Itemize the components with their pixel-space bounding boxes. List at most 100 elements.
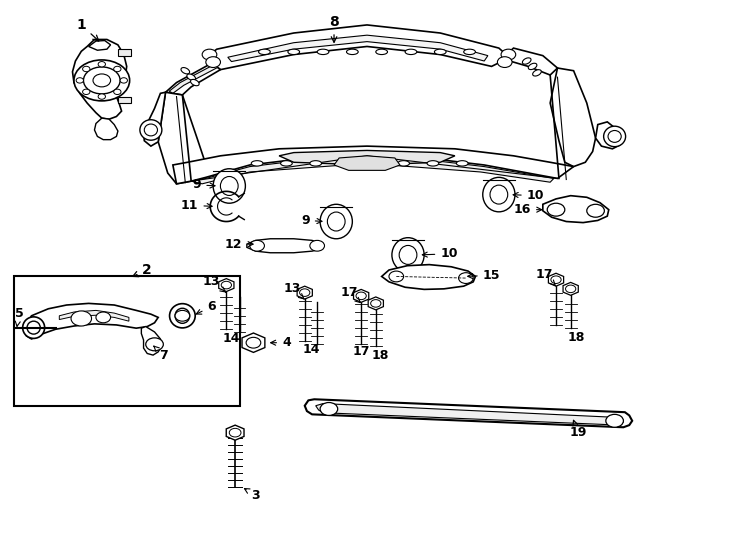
Text: 16: 16 — [514, 203, 542, 216]
Circle shape — [299, 289, 310, 296]
Ellipse shape — [398, 161, 410, 166]
Ellipse shape — [213, 168, 245, 203]
Polygon shape — [368, 297, 383, 310]
Ellipse shape — [251, 161, 263, 166]
Text: 3: 3 — [244, 489, 260, 502]
Text: 18: 18 — [567, 331, 584, 344]
Ellipse shape — [258, 49, 270, 55]
Ellipse shape — [187, 74, 195, 80]
Text: 14: 14 — [222, 333, 240, 346]
Circle shape — [120, 78, 128, 83]
Text: 4: 4 — [271, 336, 291, 349]
Circle shape — [98, 94, 106, 99]
Ellipse shape — [27, 321, 40, 334]
Ellipse shape — [310, 161, 321, 166]
Ellipse shape — [339, 161, 351, 166]
Polygon shape — [228, 35, 488, 62]
Text: 15: 15 — [468, 269, 501, 282]
Polygon shape — [144, 92, 166, 146]
Polygon shape — [305, 399, 632, 427]
Ellipse shape — [533, 70, 541, 76]
Text: 14: 14 — [302, 343, 320, 356]
Polygon shape — [226, 425, 244, 440]
Polygon shape — [506, 48, 558, 75]
Circle shape — [310, 240, 324, 251]
Text: 17: 17 — [341, 286, 360, 302]
Polygon shape — [548, 273, 564, 286]
Ellipse shape — [523, 58, 531, 64]
Polygon shape — [543, 195, 608, 222]
Polygon shape — [219, 279, 234, 292]
Polygon shape — [334, 156, 400, 170]
Ellipse shape — [464, 49, 476, 55]
Polygon shape — [382, 265, 476, 289]
Circle shape — [74, 60, 130, 101]
Ellipse shape — [399, 246, 417, 265]
Circle shape — [93, 74, 111, 87]
Circle shape — [586, 204, 604, 217]
Circle shape — [96, 312, 111, 323]
Text: 13: 13 — [203, 275, 225, 292]
Circle shape — [114, 89, 121, 94]
Polygon shape — [191, 157, 554, 184]
Circle shape — [606, 414, 623, 427]
Text: 12: 12 — [225, 238, 253, 251]
Ellipse shape — [327, 212, 345, 231]
Ellipse shape — [376, 49, 388, 55]
Circle shape — [459, 273, 473, 284]
Text: 10: 10 — [422, 247, 458, 260]
Polygon shape — [247, 239, 323, 253]
Text: 1: 1 — [76, 18, 98, 41]
Polygon shape — [142, 327, 162, 355]
Ellipse shape — [392, 238, 424, 272]
Polygon shape — [354, 289, 368, 302]
Circle shape — [98, 62, 106, 67]
Text: 11: 11 — [181, 199, 212, 212]
Polygon shape — [170, 64, 217, 93]
Polygon shape — [550, 68, 595, 166]
Text: 10: 10 — [513, 189, 544, 202]
Ellipse shape — [427, 161, 439, 166]
Circle shape — [114, 66, 121, 72]
Circle shape — [356, 292, 366, 300]
Text: 7: 7 — [154, 346, 167, 362]
Ellipse shape — [288, 49, 299, 55]
Ellipse shape — [608, 131, 621, 143]
Text: 9: 9 — [193, 178, 215, 191]
Text: 9: 9 — [301, 214, 322, 227]
Ellipse shape — [140, 120, 162, 140]
Circle shape — [371, 300, 381, 307]
Ellipse shape — [220, 177, 238, 195]
Polygon shape — [59, 310, 129, 321]
Circle shape — [320, 402, 338, 415]
Circle shape — [76, 78, 84, 83]
Ellipse shape — [191, 79, 199, 86]
Ellipse shape — [457, 161, 468, 166]
Ellipse shape — [528, 63, 537, 70]
Ellipse shape — [603, 126, 625, 147]
Text: 2: 2 — [133, 263, 152, 277]
Text: 13: 13 — [283, 282, 304, 299]
Circle shape — [498, 57, 512, 68]
Ellipse shape — [181, 68, 189, 74]
Ellipse shape — [175, 308, 189, 323]
Circle shape — [83, 89, 90, 94]
Polygon shape — [89, 40, 111, 50]
Circle shape — [246, 338, 261, 348]
Ellipse shape — [368, 161, 380, 166]
Circle shape — [250, 240, 264, 251]
Polygon shape — [95, 118, 118, 140]
Ellipse shape — [435, 49, 446, 55]
Circle shape — [389, 271, 404, 282]
Text: 8: 8 — [329, 15, 339, 42]
Ellipse shape — [170, 303, 195, 328]
Circle shape — [206, 57, 220, 68]
Polygon shape — [297, 286, 313, 299]
Circle shape — [221, 281, 231, 289]
Polygon shape — [166, 63, 220, 95]
Bar — [118, 49, 131, 56]
Circle shape — [229, 428, 241, 437]
Circle shape — [548, 203, 564, 216]
Text: 5: 5 — [15, 307, 23, 326]
Ellipse shape — [346, 49, 358, 55]
